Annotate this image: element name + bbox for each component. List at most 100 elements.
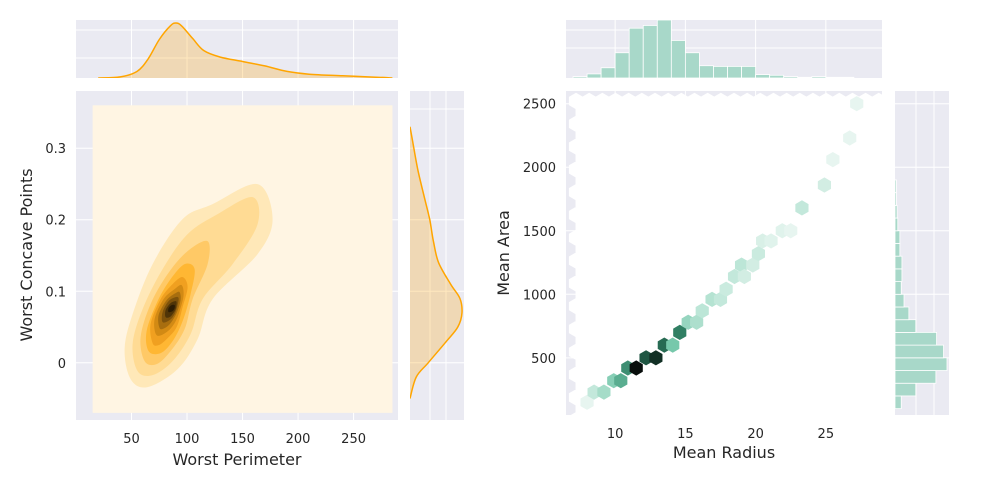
- hist-y-bar: [894, 268, 903, 282]
- hexbin-cell: [690, 314, 704, 330]
- hexbin-cell: [614, 373, 628, 389]
- kde-density-contours: [92, 105, 393, 413]
- hexbin-cell: [843, 130, 857, 146]
- hist-x-bar: [797, 76, 813, 79]
- y-tick-label: 1500: [523, 225, 556, 240]
- hist-y-bar: [894, 357, 948, 371]
- x-tick-label: 25: [818, 427, 835, 442]
- hist-y-bar: [894, 332, 937, 346]
- hist-x-bar: [628, 27, 644, 79]
- hexbin-x-axis-label: Mean Radius: [673, 443, 775, 462]
- hist-x-bar: [741, 66, 756, 79]
- kde-x-marginal-fill: [98, 23, 393, 78]
- hexbin-right-marginal-histogram: [894, 179, 948, 410]
- kde-right-marginal-grid: [410, 91, 464, 420]
- hist-y-bar: [894, 204, 898, 219]
- hexbin-cell: [795, 200, 809, 216]
- x-tick-label: 10: [607, 427, 624, 442]
- y-tick-label: 500: [531, 352, 556, 367]
- x-tick-label: 20: [747, 427, 764, 442]
- hist-x-bar: [755, 74, 771, 79]
- hexbin-empty-bins: [568, 92, 882, 415]
- hexbin-cell: [751, 246, 765, 262]
- hexbin-cell: [666, 337, 680, 353]
- hexbin-top-marginal-histogram: [572, 19, 855, 79]
- hexbin-cell: [695, 303, 709, 319]
- kde-top-marginal-grid: [76, 20, 398, 78]
- hexbin-cell: [764, 233, 778, 249]
- hexbin-cell: [826, 152, 840, 168]
- hist-y-bar: [894, 370, 937, 384]
- hist-y-bar: [894, 382, 917, 397]
- hexbin-x-tick-labels: 10 15 20 25: [607, 427, 834, 442]
- hexbin-cell: [713, 291, 728, 307]
- hist-x-bar: [586, 73, 602, 79]
- hexbin-y-tick-labels: 500 1000 1500 2000 2500: [523, 98, 556, 367]
- kde-top-marginal-density: [98, 22, 393, 78]
- y-tick-label: 2500: [523, 98, 556, 113]
- hexbin-cell: [817, 177, 831, 193]
- hexbin-cell: [597, 384, 611, 400]
- y-tick-label: 0: [58, 357, 66, 372]
- hist-y-bar: [894, 243, 901, 257]
- x-tick-label: 15: [677, 427, 694, 442]
- hist-x-bar: [769, 74, 785, 79]
- kde-contour-level-10: [168, 304, 175, 313]
- kde-x-tick-labels: 50 100 150 200 250: [123, 432, 366, 447]
- hexbin-cells: [580, 96, 864, 410]
- hist-y-bar: [894, 179, 897, 194]
- hist-x-bar: [783, 76, 799, 79]
- hist-y-bar: [894, 217, 899, 232]
- hist-y-bar: [894, 255, 903, 270]
- hist-x-bar: [600, 67, 616, 79]
- hist-y-bar: [894, 192, 897, 206]
- kde-y-axis-label: Worst Concave Points: [17, 168, 36, 341]
- hexbin-cell: [629, 360, 643, 376]
- hist-x-bar: [670, 40, 686, 79]
- hist-x-bar: [825, 76, 841, 79]
- kde-jointplot: 50 100 150 200 250 0 0.1 0.2 0.3 Worst Perimete…: [17, 20, 464, 469]
- y-tick-label: 2000: [523, 161, 556, 176]
- hist-y-bar: [894, 344, 944, 359]
- hexbin-cell: [737, 268, 751, 285]
- hist-x-bar: [713, 66, 728, 79]
- hexbin-cell: [719, 281, 733, 297]
- kde-right-marginal-density: [410, 126, 463, 399]
- x-tick-label: 150: [230, 432, 255, 447]
- hist-y-bar: [894, 293, 905, 308]
- hist-y-bar: [894, 395, 902, 410]
- hist-y-bar: [894, 230, 901, 244]
- hexbin-cell: [673, 324, 687, 341]
- kde-x-axis-label: Worst Perimeter: [172, 450, 301, 469]
- hexbin-cell: [850, 96, 864, 112]
- hexbin-background-hexes: [568, 92, 882, 415]
- x-tick-label: 100: [175, 432, 200, 447]
- hexbin-cell: [580, 394, 594, 410]
- hexbin-jointplot: 10 15 20 25 500 1000 1500 2000 2500 Mean Radius…: [494, 19, 949, 462]
- hist-x-bar: [614, 52, 630, 79]
- hist-x-bar: [811, 76, 827, 79]
- hexbin-y-axis-label: Mean Area: [494, 210, 513, 296]
- hexbin-cell: [746, 257, 760, 273]
- hist-y-bar: [894, 306, 910, 321]
- hist-x-bar: [684, 52, 700, 79]
- hist-y-bar: [894, 281, 902, 295]
- x-tick-label: 50: [123, 432, 140, 447]
- hist-x-bar: [656, 19, 672, 79]
- hist-x-bar: [572, 76, 588, 79]
- kde-y-marginal-line: [410, 126, 463, 399]
- x-tick-label: 250: [341, 432, 366, 447]
- y-tick-label: 0.2: [45, 214, 66, 229]
- hexbin-cell: [649, 350, 663, 366]
- hist-x-bar: [699, 65, 714, 79]
- kde-y-tick-labels: 0 0.1 0.2 0.3: [45, 142, 66, 372]
- hexbin-cell: [734, 257, 749, 273]
- hist-x-bar: [642, 25, 658, 79]
- y-tick-label: 0.1: [45, 285, 66, 300]
- hist-x-bar: [727, 66, 742, 79]
- hexbin-cell: [784, 223, 798, 239]
- y-tick-label: 0.3: [45, 142, 66, 157]
- kde-x-marginal-line: [98, 22, 393, 78]
- y-tick-label: 1000: [523, 288, 556, 303]
